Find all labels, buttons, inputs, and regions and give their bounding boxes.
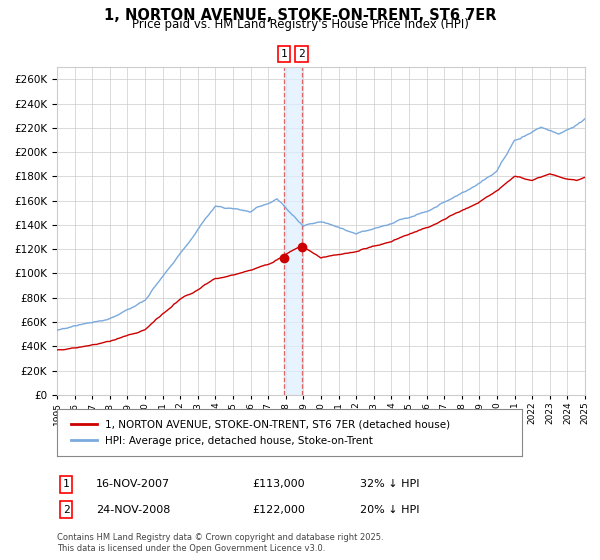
Text: 2: 2 <box>298 49 305 59</box>
Text: 1, NORTON AVENUE, STOKE-ON-TRENT, ST6 7ER: 1, NORTON AVENUE, STOKE-ON-TRENT, ST6 7E… <box>104 8 496 24</box>
Text: 24-NOV-2008: 24-NOV-2008 <box>96 505 170 515</box>
Text: 1: 1 <box>280 49 287 59</box>
Text: 20% ↓ HPI: 20% ↓ HPI <box>360 505 419 515</box>
Text: Price paid vs. HM Land Registry's House Price Index (HPI): Price paid vs. HM Land Registry's House … <box>131 18 469 31</box>
Text: 32% ↓ HPI: 32% ↓ HPI <box>360 479 419 489</box>
Text: Contains HM Land Registry data © Crown copyright and database right 2025.
This d: Contains HM Land Registry data © Crown c… <box>57 533 383 553</box>
Text: £113,000: £113,000 <box>252 479 305 489</box>
Text: £122,000: £122,000 <box>252 505 305 515</box>
Text: 1: 1 <box>62 479 70 489</box>
Text: 2: 2 <box>62 505 70 515</box>
Legend: 1, NORTON AVENUE, STOKE-ON-TRENT, ST6 7ER (detached house), HPI: Average price, : 1, NORTON AVENUE, STOKE-ON-TRENT, ST6 7E… <box>67 416 455 450</box>
Bar <box>284 67 302 395</box>
Text: 16-NOV-2007: 16-NOV-2007 <box>96 479 170 489</box>
